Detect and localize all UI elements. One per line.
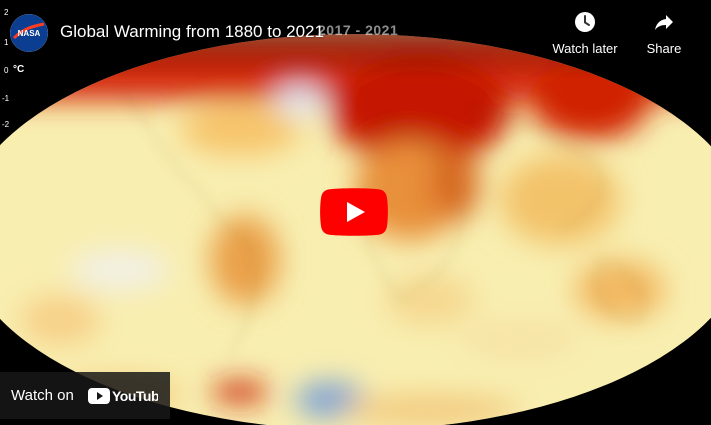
clock-icon <box>575 12 595 32</box>
scale-tick: -2 <box>2 120 10 129</box>
video-title[interactable]: Global Warming from 1880 to 2021 <box>60 22 324 41</box>
scale-tick: 1 <box>4 38 9 47</box>
share-arrow-icon <box>655 15 673 30</box>
watch-on-youtube-button[interactable]: Watch on YouTube <box>0 372 170 419</box>
top-gradient <box>0 0 711 80</box>
watch-on-label: Watch on <box>11 387 74 404</box>
scale-unit: °C <box>13 64 25 75</box>
scale-tick: -1 <box>2 94 10 103</box>
play-button[interactable] <box>320 188 388 236</box>
date-range: 2017 - 2021 <box>318 22 399 38</box>
share-button[interactable]: Share <box>624 10 704 58</box>
nasa-logo: NASA <box>10 14 48 52</box>
svg-text:NASA: NASA <box>18 29 41 38</box>
watch-later-button[interactable]: Watch later <box>545 10 625 58</box>
youtube-logo-icon: YouTube <box>88 388 158 404</box>
scale-tick: 2 <box>4 8 9 17</box>
channel-avatar[interactable]: NASA <box>10 14 48 52</box>
scale-tick: 0 <box>4 66 9 75</box>
play-icon <box>347 202 365 222</box>
watch-later-label: Watch later <box>552 41 618 56</box>
share-label: Share <box>646 41 682 56</box>
svg-text:YouTube: YouTube <box>112 388 158 404</box>
